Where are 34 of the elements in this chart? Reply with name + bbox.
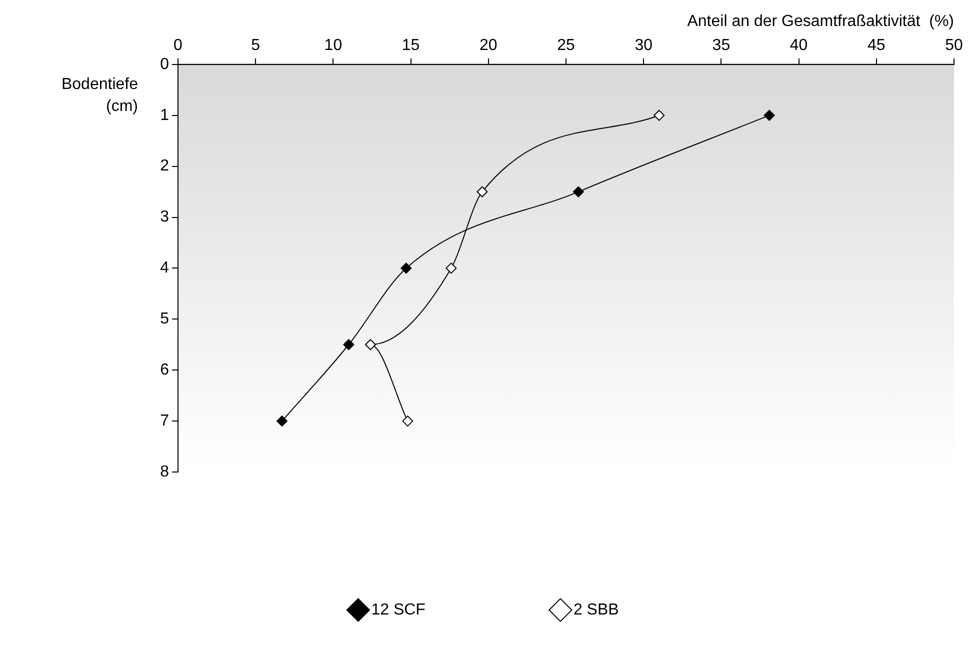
point bbox=[476, 186, 488, 198]
y-tick-label: 2 bbox=[160, 158, 170, 175]
x-tick-label: 15 bbox=[402, 37, 420, 54]
x-tick-label: 10 bbox=[324, 37, 342, 54]
point bbox=[764, 110, 775, 121]
x-tick-label: 30 bbox=[634, 37, 653, 54]
y-tick-label: 4 bbox=[160, 260, 170, 277]
y-tick-label: 1 bbox=[160, 106, 170, 124]
point bbox=[276, 416, 288, 427]
x-tick-label: 5 bbox=[251, 37, 260, 54]
point bbox=[654, 110, 665, 121]
x-tick-label: 25 bbox=[557, 37, 575, 54]
point bbox=[400, 262, 412, 274]
x-tick-label: 45 bbox=[868, 37, 886, 54]
legend-label: 12 SCF bbox=[371, 601, 426, 618]
y-tick-label: 3 bbox=[160, 208, 170, 226]
y-tick-label: 7 bbox=[160, 412, 170, 430]
y-tick-label: 5 bbox=[160, 310, 170, 328]
x-tick-label: 35 bbox=[712, 37, 730, 54]
point bbox=[446, 262, 457, 274]
y-tick-label: 8 bbox=[160, 463, 170, 480]
y-axis-title: Bodentiefe (cm) bbox=[60, 75, 138, 117]
point bbox=[572, 186, 584, 198]
y-tick-label: 6 bbox=[160, 362, 170, 379]
x-tick-label: 40 bbox=[790, 37, 808, 54]
point bbox=[343, 339, 354, 350]
point bbox=[364, 339, 376, 350]
x-tick-label: 20 bbox=[480, 37, 498, 54]
x-tick-label: 50 bbox=[945, 37, 963, 54]
x-tick-label: 0 bbox=[174, 37, 183, 54]
x-axis-title: Anteil an der Gesamtfraßaktivität (%) bbox=[687, 13, 954, 30]
y-tick-label: 0 bbox=[160, 56, 170, 73]
point bbox=[402, 416, 414, 427]
legend-label: 2 SBB bbox=[573, 601, 619, 618]
